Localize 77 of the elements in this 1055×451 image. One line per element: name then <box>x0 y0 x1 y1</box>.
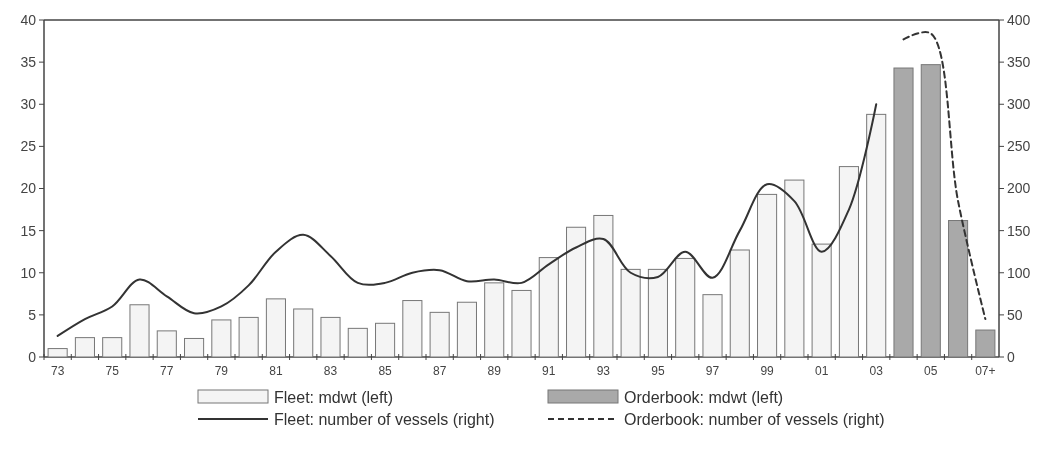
y-tick-label: 20 <box>20 180 37 197</box>
x-tick-label: 87 <box>432 364 447 378</box>
x-tick-label: 93 <box>596 364 611 378</box>
bar <box>74 337 95 358</box>
x-tick-label: 95 <box>651 364 665 378</box>
bar <box>47 348 68 358</box>
y-tick-label: 35 <box>20 54 37 71</box>
bar <box>511 289 532 358</box>
bar <box>647 268 668 358</box>
y2-tick-label: 200 <box>1007 180 1031 197</box>
y2-tick-label: 400 <box>1007 11 1031 28</box>
x-tick-label: 85 <box>378 364 393 378</box>
y-tick-label: 0 <box>28 348 37 365</box>
bar <box>620 268 641 358</box>
bar <box>184 337 205 358</box>
bar <box>429 311 450 358</box>
bar <box>566 226 587 358</box>
bar <box>675 257 696 358</box>
x-tick-label: 03 <box>869 364 884 378</box>
y-tick-label: 15 <box>20 222 37 239</box>
bar <box>538 257 559 358</box>
bar <box>320 316 341 358</box>
y2-tick-label: 50 <box>1007 306 1023 323</box>
bar <box>129 304 150 358</box>
y-tick-label: 40 <box>20 11 37 28</box>
bar <box>402 300 423 358</box>
y2-tick-label: 150 <box>1007 222 1031 239</box>
bar <box>975 329 996 358</box>
bar <box>920 64 941 358</box>
bar <box>347 327 368 358</box>
x-tick-label: 97 <box>705 364 720 378</box>
bar <box>757 193 778 358</box>
y2-tick-label: 300 <box>1007 96 1031 113</box>
x-tick-label: 75 <box>105 364 120 378</box>
bar <box>948 220 969 358</box>
bar <box>784 179 805 358</box>
y2-tick-label: 100 <box>1007 264 1031 281</box>
x-tick-label: 05 <box>924 364 938 378</box>
y-tick-label: 30 <box>20 96 37 113</box>
bar <box>211 319 232 358</box>
bar <box>102 337 123 358</box>
bar <box>811 243 832 358</box>
x-tick-label: 79 <box>214 364 229 378</box>
bar <box>893 67 914 358</box>
y-tick-label: 5 <box>28 306 37 323</box>
x-tick-label: 83 <box>323 364 338 378</box>
y-tick-label: 10 <box>20 264 37 281</box>
y-tick-label: 25 <box>20 138 37 155</box>
x-tick-label: 77 <box>160 364 174 378</box>
bar <box>593 214 614 358</box>
legend-label: Orderbook: number of vessels (right) <box>624 410 885 428</box>
bar <box>456 301 477 358</box>
x-tick-label: 07+ <box>975 364 996 378</box>
y2-tick-label: 0 <box>1007 348 1015 365</box>
x-tick-label: 89 <box>487 364 502 378</box>
bar <box>838 166 859 358</box>
bar <box>375 322 396 358</box>
y2-tick-label: 250 <box>1007 138 1031 155</box>
x-tick-label: 99 <box>760 364 775 378</box>
bar <box>866 113 887 358</box>
bar <box>156 330 177 358</box>
bar <box>238 316 259 358</box>
x-tick-label: 73 <box>50 364 65 378</box>
x-tick-label: 91 <box>542 364 556 378</box>
bar <box>265 298 286 358</box>
line-series <box>902 31 987 321</box>
x-tick-label: 01 <box>814 364 829 378</box>
bar <box>293 308 314 358</box>
bar <box>702 294 723 358</box>
y2-tick-label: 350 <box>1007 54 1031 71</box>
bar <box>484 282 505 358</box>
legend-label: Fleet: number of vessels (right) <box>274 410 495 428</box>
legend-label: Orderbook: mdwt (left) <box>624 388 784 406</box>
bar <box>729 249 750 358</box>
legend-label: Fleet: mdwt (left) <box>274 388 394 406</box>
line-series <box>56 103 878 337</box>
x-tick-label: 81 <box>269 364 283 378</box>
